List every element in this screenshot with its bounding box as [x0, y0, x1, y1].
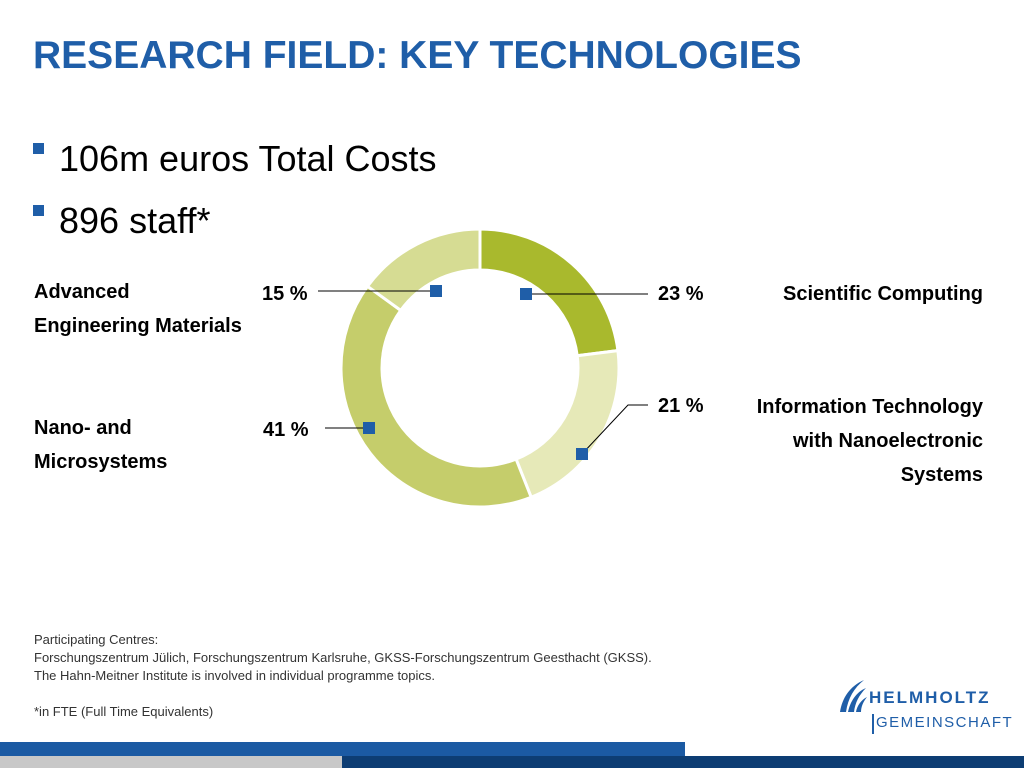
- slice-information-technology: [514, 348, 621, 500]
- bullet-text: 896 staff*: [59, 200, 211, 241]
- logo-text-gemeinschaft: GEMEINSCHAFT: [876, 714, 1014, 731]
- marker-nano-microsystems: [363, 422, 375, 434]
- page-title: RESEARCH FIELD: KEY TECHNOLOGIES: [33, 34, 802, 77]
- footer-bar-gray: [0, 756, 342, 768]
- footer-line: Forschungszentrum Jülich, Forschungszent…: [34, 650, 652, 665]
- bullet-text: 106m euros Total Costs: [59, 138, 437, 179]
- slice-advanced-engineering-materials: [365, 227, 482, 313]
- pct-label-advanced-engineering-materials: 15 %: [262, 283, 308, 305]
- label-line: Nano- and: [34, 417, 132, 439]
- label-line: Systems: [900, 464, 983, 486]
- leader-information-technology: [581, 404, 648, 455]
- slice-nano-microsystems: [339, 284, 534, 509]
- footer-line: Participating Centres:: [34, 632, 159, 647]
- label-line: Engineering Materials: [34, 315, 242, 337]
- label-information-technology: Information Technology with Nanoelectron…: [757, 390, 983, 492]
- bullet-square-icon: [33, 205, 44, 216]
- footer-bar-gap: [685, 742, 1024, 756]
- pct-label-nano-microsystems: 41 %: [263, 419, 309, 441]
- label-nano-microsystems: Nano- and Microsystems: [34, 411, 167, 479]
- bullet-total-costs: 106m euros Total Costs: [33, 128, 437, 190]
- helmholtz-logo-icon: [840, 680, 867, 712]
- slice-scientific-computing: [478, 227, 620, 358]
- label-advanced-engineering-materials: Advanced Engineering Materials: [34, 275, 242, 343]
- footer-spacer: [34, 685, 652, 703]
- pct-label-scientific-computing: 23 %: [658, 283, 704, 305]
- bullet-list: 106m euros Total Costs 896 staff*: [33, 128, 437, 252]
- footer-bar-blue: [0, 742, 685, 756]
- logo-text-helmholtz: HELMHOLTZ: [869, 688, 991, 707]
- pct-label-information-technology: 21 %: [658, 395, 704, 417]
- helmholtz-logo: HELMHOLTZ GEMEINSCHAFT: [836, 676, 1012, 738]
- bullet-square-icon: [33, 143, 44, 154]
- logo-separator: [872, 714, 874, 734]
- bullet-staff: 896 staff*: [33, 190, 437, 252]
- marker-scientific-computing: [520, 288, 532, 300]
- label-line: Scientific Computing: [783, 283, 983, 305]
- footer-notes: Participating Centres: Forschungszentrum…: [34, 631, 652, 721]
- footer-bar-dark: [342, 756, 1024, 768]
- marker-advanced-engineering-materials: [430, 285, 442, 297]
- label-line: Microsystems: [34, 451, 168, 473]
- label-line: with Nanoelectronic: [792, 430, 983, 452]
- marker-information-technology: [576, 448, 588, 460]
- label-line: Information Technology: [756, 396, 983, 418]
- label-scientific-computing: Scientific Computing: [783, 277, 983, 311]
- footer-line: The Hahn-Meitner Institute is involved i…: [34, 668, 436, 683]
- footer-line: *in FTE (Full Time Equivalents): [34, 704, 214, 719]
- label-line: Advanced: [34, 281, 130, 303]
